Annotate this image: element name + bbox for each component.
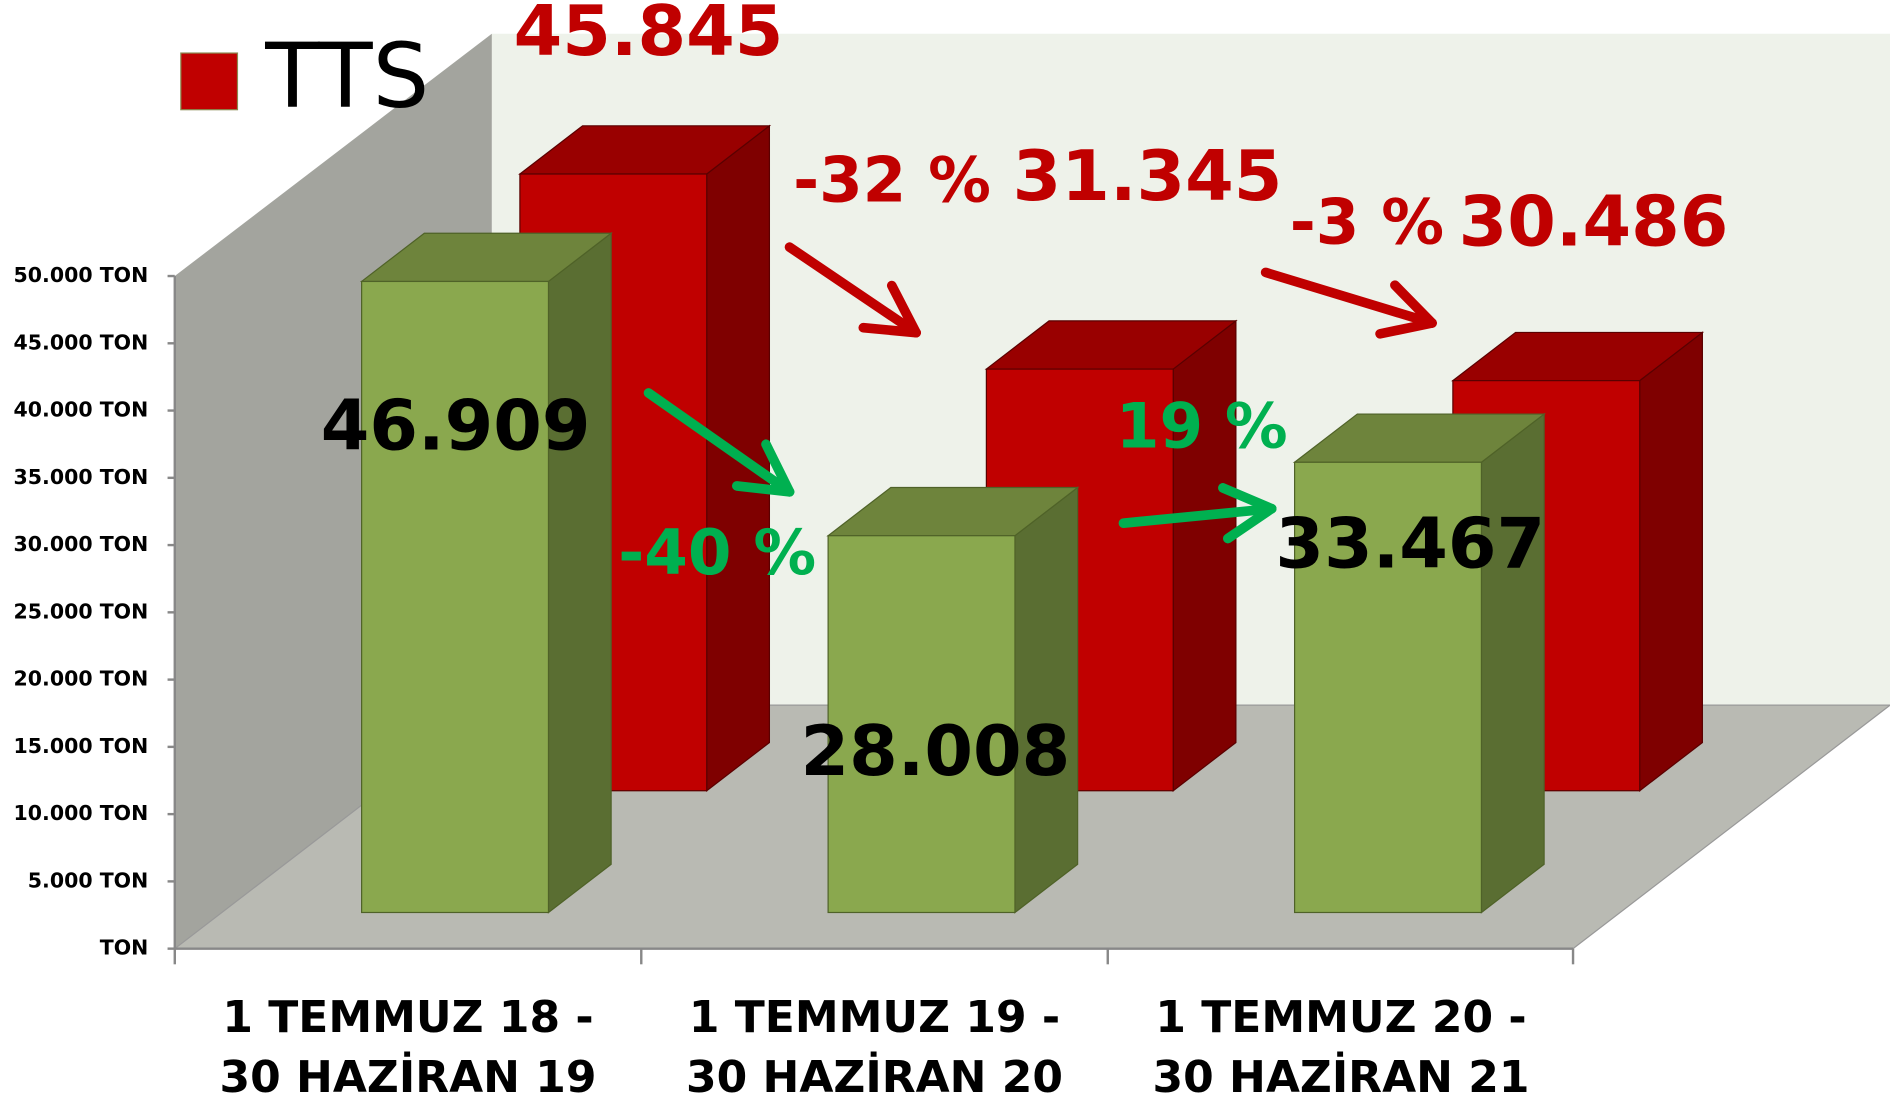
value-label: 31.345 bbox=[1013, 136, 1283, 217]
x-tick-label: 1 TEMMUZ 19 - 30 HAZİRAN 20 bbox=[686, 992, 1064, 1104]
plot: TON 5.000 TON 10.000 TON 15.000 TON 20.000 T… bbox=[14, 0, 1890, 965]
annotation: -40 % bbox=[618, 516, 816, 589]
arrow-head bbox=[1223, 503, 1277, 544]
value-label: 28.008 bbox=[801, 711, 1071, 792]
value-label: 46.909 bbox=[321, 385, 591, 466]
bar-side bbox=[1014, 486, 1079, 914]
annotation: 19 % bbox=[1116, 389, 1288, 462]
annotation: -3 % bbox=[1290, 186, 1444, 259]
y-tick-label: 20.000 TON bbox=[14, 667, 149, 691]
arrow-head bbox=[761, 439, 795, 497]
y-tick-label: 30.000 TON bbox=[14, 532, 149, 556]
arrow-head bbox=[1375, 318, 1437, 339]
arrow-head bbox=[858, 322, 921, 338]
value-label: 30.486 bbox=[1459, 182, 1729, 263]
y-tick-label: 5.000 TON bbox=[28, 868, 148, 892]
bar-front bbox=[361, 280, 550, 914]
y-tick-label: 25.000 TON bbox=[14, 599, 149, 623]
annotation: -32 % bbox=[793, 144, 991, 217]
arrow-head bbox=[1218, 483, 1277, 514]
y-tick-label: TON bbox=[100, 936, 149, 960]
legend-label: TTS bbox=[264, 24, 429, 128]
y-tick-label: 35.000 TON bbox=[14, 465, 149, 489]
value-label: 45.845 bbox=[514, 0, 784, 72]
bar bbox=[1292, 412, 1546, 914]
x-tick-label: 1 TEMMUZ 18 - 30 HAZİRAN 19 bbox=[219, 992, 597, 1104]
arrow bbox=[1260, 267, 1437, 328]
arrow-head bbox=[886, 280, 921, 338]
x-tick-label: 1 TEMMUZ 20 - 30 HAZİRAN 21 bbox=[1152, 992, 1530, 1104]
arrow-head bbox=[732, 481, 795, 497]
bar-side bbox=[547, 232, 612, 914]
y-tick-label: 45.000 TON bbox=[14, 330, 149, 354]
arrow bbox=[784, 242, 921, 338]
y-tick-label: 40.000 TON bbox=[14, 398, 149, 422]
arrow-head bbox=[1390, 280, 1437, 328]
bar-side bbox=[1480, 412, 1545, 914]
bar-front bbox=[1293, 461, 1483, 914]
arrow bbox=[643, 388, 795, 497]
y-tick-label: 50.000 TON bbox=[14, 263, 149, 287]
y-tick-label: 15.000 TON bbox=[14, 734, 149, 758]
bar bbox=[826, 486, 1080, 914]
legend-swatch bbox=[180, 52, 239, 111]
arrow bbox=[1118, 503, 1277, 528]
bar bbox=[359, 232, 613, 914]
bar-front bbox=[827, 535, 1016, 914]
value-label: 33.467 bbox=[1275, 503, 1545, 584]
bar-side bbox=[1639, 331, 1703, 792]
y-tick-label: 10.000 TON bbox=[14, 801, 149, 825]
